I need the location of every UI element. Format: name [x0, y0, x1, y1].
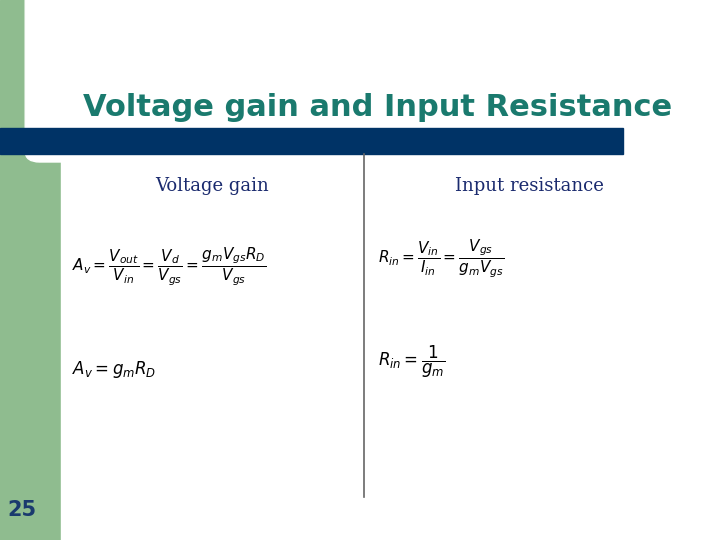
Text: 25: 25 — [7, 500, 36, 521]
Text: Voltage gain and Input Resistance: Voltage gain and Input Resistance — [83, 93, 672, 123]
Text: Voltage gain: Voltage gain — [156, 177, 269, 195]
FancyBboxPatch shape — [25, 0, 97, 162]
Text: $A_v = g_m R_D$: $A_v = g_m R_D$ — [72, 360, 156, 380]
Bar — [0, 0, 61, 540]
Text: Input resistance: Input resistance — [455, 177, 603, 195]
Text: $R_{in} = \dfrac{1}{g_m}$: $R_{in} = \dfrac{1}{g_m}$ — [378, 343, 446, 380]
Bar — [0, 128, 623, 154]
Text: $R_{in} = \dfrac{V_{in}}{I_{in}} = \dfrac{V_{gs}}{g_m V_{gs}}$: $R_{in} = \dfrac{V_{in}}{I_{in}} = \dfra… — [378, 238, 505, 280]
Text: $A_v = \dfrac{V_{out}}{V_{in}} = \dfrac{V_d}{V_{gs}} = \dfrac{g_m V_{gs} R_D}{V_: $A_v = \dfrac{V_{out}}{V_{in}} = \dfrac{… — [72, 246, 266, 288]
